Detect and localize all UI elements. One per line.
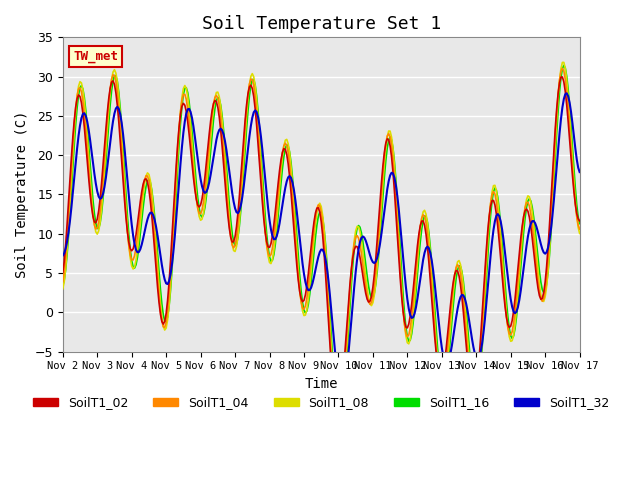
SoilT1_04 bbox=[559, 65, 566, 71]
SoilT1_16 bbox=[59, 283, 67, 288]
SoilT1_04 bbox=[59, 278, 67, 284]
Y-axis label: Soil Temperature (C): Soil Temperature (C) bbox=[15, 111, 29, 278]
SoilT1_08 bbox=[514, 290, 522, 296]
SoilT1_04 bbox=[372, 268, 380, 274]
SoilT1_16 bbox=[355, 223, 362, 228]
SoilT1_16 bbox=[74, 105, 81, 110]
SoilT1_16 bbox=[383, 145, 391, 151]
Line: SoilT1_32: SoilT1_32 bbox=[63, 93, 580, 391]
SoilT1_02 bbox=[576, 218, 584, 224]
SoilT1_02 bbox=[559, 74, 566, 80]
Line: SoilT1_16: SoilT1_16 bbox=[63, 65, 580, 421]
SoilT1_16 bbox=[560, 62, 568, 68]
SoilT1_02 bbox=[333, 409, 341, 415]
SoilT1_32 bbox=[337, 388, 345, 394]
SoilT1_08 bbox=[155, 282, 163, 288]
SoilT1_04 bbox=[155, 292, 163, 298]
Line: SoilT1_02: SoilT1_02 bbox=[63, 77, 580, 412]
SoilT1_04 bbox=[355, 235, 362, 241]
SoilT1_08 bbox=[74, 94, 81, 99]
SoilT1_32 bbox=[59, 252, 67, 258]
SoilT1_32 bbox=[372, 259, 380, 264]
SoilT1_32 bbox=[514, 304, 522, 310]
SoilT1_16 bbox=[155, 269, 163, 275]
SoilT1_04 bbox=[576, 226, 584, 232]
SoilT1_32 bbox=[155, 242, 163, 248]
SoilT1_08 bbox=[560, 60, 568, 65]
SoilT1_02 bbox=[355, 248, 362, 253]
SoilT1_16 bbox=[576, 221, 584, 227]
SoilT1_02 bbox=[372, 256, 380, 262]
SoilT1_32 bbox=[576, 169, 584, 175]
SoilT1_04 bbox=[514, 277, 522, 283]
Title: Soil Temperature Set 1: Soil Temperature Set 1 bbox=[202, 15, 441, 33]
SoilT1_02 bbox=[74, 96, 81, 101]
SoilT1_32 bbox=[74, 145, 81, 151]
Line: SoilT1_08: SoilT1_08 bbox=[63, 62, 580, 426]
SoilT1_16 bbox=[372, 281, 380, 287]
SoilT1_08 bbox=[383, 134, 391, 140]
SoilT1_02 bbox=[383, 136, 391, 142]
SoilT1_08 bbox=[335, 423, 342, 429]
SoilT1_02 bbox=[59, 270, 67, 276]
SoilT1_04 bbox=[383, 133, 391, 139]
SoilT1_08 bbox=[59, 286, 67, 292]
SoilT1_08 bbox=[576, 230, 584, 236]
SoilT1_04 bbox=[335, 417, 342, 423]
SoilT1_02 bbox=[514, 266, 522, 272]
SoilT1_16 bbox=[336, 419, 344, 424]
Legend: SoilT1_02, SoilT1_04, SoilT1_08, SoilT1_16, SoilT1_32: SoilT1_02, SoilT1_04, SoilT1_08, SoilT1_… bbox=[28, 391, 614, 414]
SoilT1_32 bbox=[383, 186, 391, 192]
SoilT1_08 bbox=[355, 224, 362, 230]
SoilT1_32 bbox=[355, 246, 362, 252]
SoilT1_04 bbox=[74, 93, 81, 98]
SoilT1_02 bbox=[155, 299, 163, 305]
SoilT1_32 bbox=[563, 90, 570, 96]
X-axis label: Time: Time bbox=[305, 377, 338, 391]
Line: SoilT1_04: SoilT1_04 bbox=[63, 68, 580, 420]
SoilT1_16 bbox=[514, 300, 522, 305]
SoilT1_08 bbox=[372, 280, 380, 286]
Text: TW_met: TW_met bbox=[73, 50, 118, 63]
